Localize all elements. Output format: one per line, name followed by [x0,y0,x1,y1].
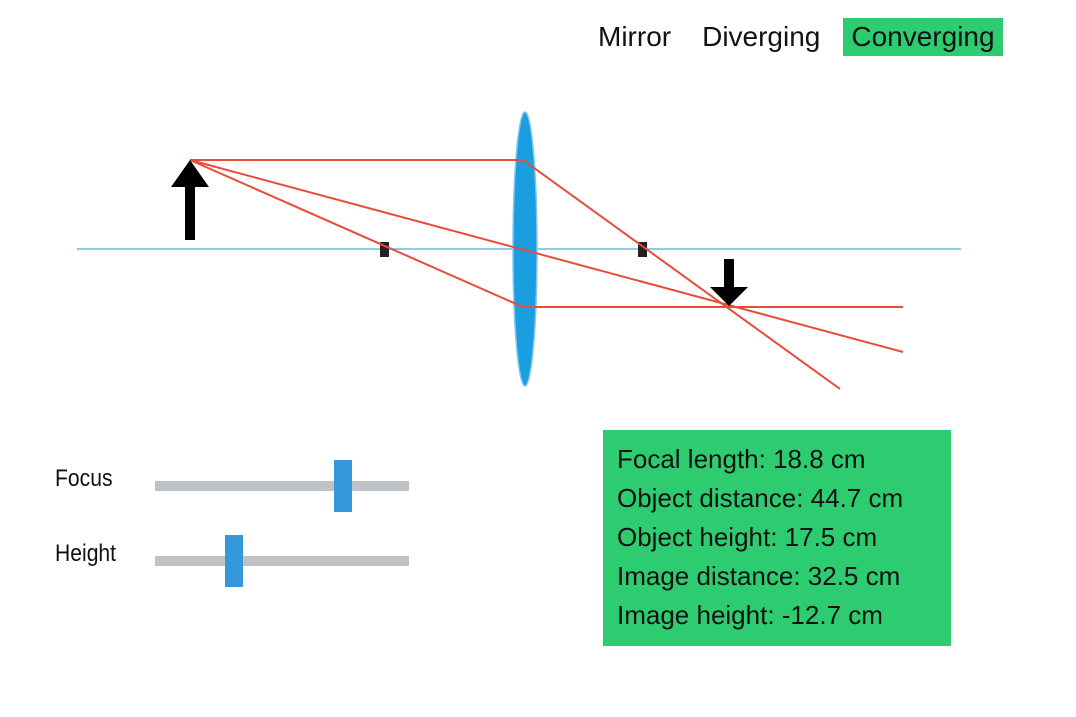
optics-diagram [77,111,961,390]
converging-lens [512,111,538,387]
object-height-readout: Object height: 17.5 cm [617,522,878,552]
focal-length-readout: Focal length: 18.8 cm [617,444,866,474]
focus-slider-label: Focus [55,465,113,492]
ray-group [189,159,904,390]
focal-point-right-marker [638,242,647,257]
height-slider-label: Height [55,540,117,567]
object-distance-readout: Object distance: 44.7 cm [617,483,904,513]
tab-mirror[interactable]: Mirror [598,21,672,52]
image-height-readout: Image height: -12.7 cm [617,600,883,630]
ray-parallel [190,159,841,390]
focus-slider-thumb[interactable] [333,460,352,512]
image-arrow [710,259,748,306]
tab-diverging[interactable]: Diverging [702,21,821,52]
image-distance-readout: Image distance: 32.5 cm [617,561,901,591]
ray-through-center [189,159,904,353]
info-panel: Focal length: 18.8 cm Object distance: 4… [603,430,951,646]
focus-slider-track[interactable] [155,481,409,491]
focal-point-left-marker [380,242,389,257]
object-arrow[interactable] [171,160,209,240]
height-slider-thumb[interactable] [224,535,243,587]
mode-tabs: Mirror Diverging Converging [590,18,1018,56]
ray-through-focus [189,159,903,308]
tab-converging[interactable]: Converging [843,18,1003,56]
height-slider-track[interactable] [155,556,409,566]
